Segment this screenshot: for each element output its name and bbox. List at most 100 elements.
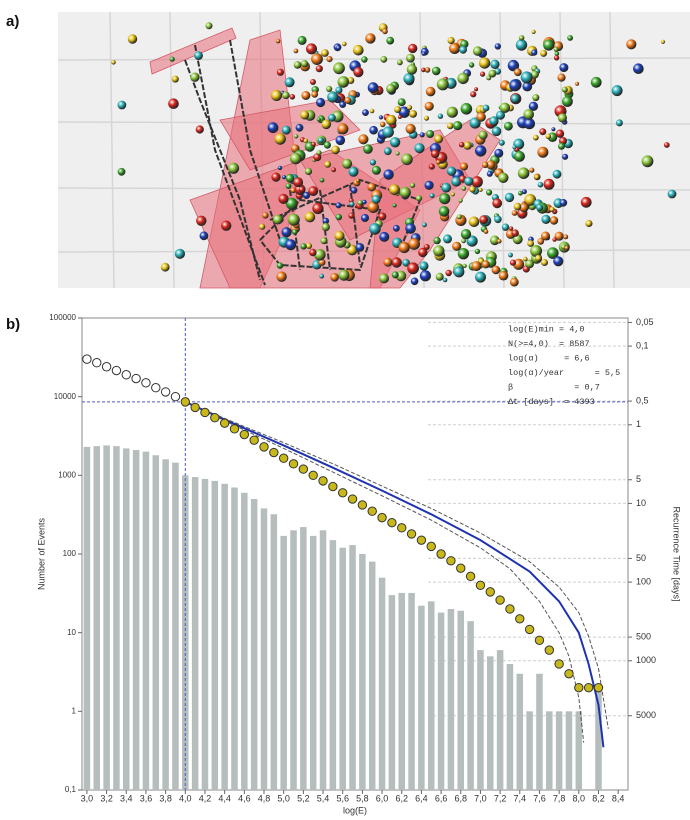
event-sphere <box>464 177 473 186</box>
event-sphere <box>546 134 552 140</box>
y2-tick-label: 50 <box>636 553 646 563</box>
event-sphere <box>498 173 508 183</box>
event-sphere <box>499 271 509 281</box>
event-sphere <box>567 35 573 41</box>
event-sphere <box>282 126 291 135</box>
x-tick-label: 5,4 <box>317 793 330 803</box>
bar <box>123 448 129 790</box>
event-sphere <box>111 60 116 65</box>
event-sphere <box>434 135 443 144</box>
cumulative-point <box>407 530 415 538</box>
statistics-text: Δt [days] = 4393 <box>508 397 595 407</box>
y-tick-label: 0,1 <box>65 785 77 794</box>
x-tick-label: 4,2 <box>199 793 212 803</box>
event-sphere <box>499 140 505 146</box>
event-sphere <box>298 36 307 45</box>
event-sphere <box>633 63 644 74</box>
x-tick-label: 4,0 <box>179 793 192 803</box>
event-sphere <box>353 45 364 56</box>
event-sphere <box>271 173 280 182</box>
event-sphere <box>459 142 465 148</box>
bar <box>408 593 415 790</box>
y-tick-label: 10 <box>67 628 76 637</box>
bar <box>389 595 396 790</box>
event-sphere <box>400 187 411 198</box>
event-sphere <box>221 221 231 231</box>
x-tick-label: 5,0 <box>277 793 290 803</box>
event-sphere <box>372 195 381 204</box>
event-sphere <box>512 210 518 216</box>
event-sphere <box>540 50 547 57</box>
event-sphere <box>271 90 282 101</box>
x-tick-label: 7,4 <box>514 793 527 803</box>
event-sphere <box>286 183 292 189</box>
event-sphere <box>668 190 677 199</box>
cumulative-point <box>289 460 297 468</box>
event-sphere <box>432 67 441 76</box>
event-sphere <box>296 124 304 132</box>
event-sphere <box>317 117 321 121</box>
y-axis-title: Number of Events <box>36 517 46 590</box>
event-sphere <box>379 273 389 283</box>
event-sphere <box>519 35 525 41</box>
x-tick-label: 8,0 <box>573 793 586 803</box>
event-sphere <box>273 215 283 225</box>
event-sphere <box>367 183 376 192</box>
cumulative-point <box>555 660 563 668</box>
bar <box>172 463 179 790</box>
bar <box>566 711 573 790</box>
event-sphere <box>276 272 286 282</box>
event-sphere <box>380 56 387 63</box>
cumulative-point <box>112 366 120 374</box>
event-sphere <box>510 260 516 266</box>
event-sphere <box>278 166 282 170</box>
bar <box>153 455 160 790</box>
event-sphere <box>410 183 415 188</box>
event-sphere <box>389 184 400 195</box>
event-sphere <box>390 137 400 147</box>
bar <box>369 562 376 790</box>
event-sphere <box>382 29 388 35</box>
event-sphere <box>533 135 539 141</box>
event-sphere <box>335 87 342 94</box>
bar <box>162 459 169 790</box>
event-sphere <box>514 68 522 76</box>
event-sphere <box>386 84 396 94</box>
event-sphere <box>532 94 539 101</box>
event-sphere <box>497 239 502 244</box>
event-sphere <box>535 255 542 262</box>
event-sphere <box>322 223 330 231</box>
event-sphere <box>492 266 501 275</box>
x-tick-label: 7,8 <box>553 793 566 803</box>
event-sphere <box>288 214 300 226</box>
event-sphere <box>425 181 434 190</box>
bar <box>261 508 268 790</box>
event-sphere <box>312 203 323 214</box>
event-sphere <box>365 33 375 43</box>
event-sphere <box>521 71 533 83</box>
panel-label: b) <box>6 316 20 333</box>
event-sphere <box>449 43 460 54</box>
event-sphere <box>531 50 537 56</box>
event-sphere <box>407 105 412 110</box>
event-sphere <box>433 245 444 256</box>
event-sphere <box>384 147 392 155</box>
event-sphere <box>327 92 338 103</box>
event-sphere <box>558 143 565 150</box>
bar <box>487 656 494 790</box>
bar <box>241 493 248 790</box>
event-sphere <box>399 242 410 253</box>
event-sphere <box>361 56 367 62</box>
x-tick-label: 6,4 <box>415 793 428 803</box>
event-sphere <box>447 107 458 118</box>
y2-tick-label: 0,05 <box>636 317 654 327</box>
event-sphere <box>282 175 286 179</box>
bar <box>556 711 563 790</box>
cumulative-point <box>496 596 504 604</box>
event-sphere <box>292 229 298 235</box>
event-sphere <box>306 43 317 54</box>
x-tick-label: 3,6 <box>140 793 153 803</box>
event-sphere <box>560 199 568 207</box>
event-sphere <box>118 168 126 176</box>
event-sphere <box>512 145 516 149</box>
